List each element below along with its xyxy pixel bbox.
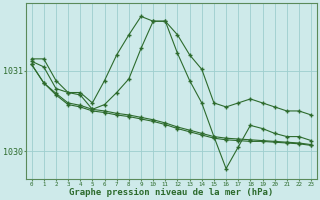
X-axis label: Graphe pression niveau de la mer (hPa): Graphe pression niveau de la mer (hPa)	[69, 188, 274, 197]
